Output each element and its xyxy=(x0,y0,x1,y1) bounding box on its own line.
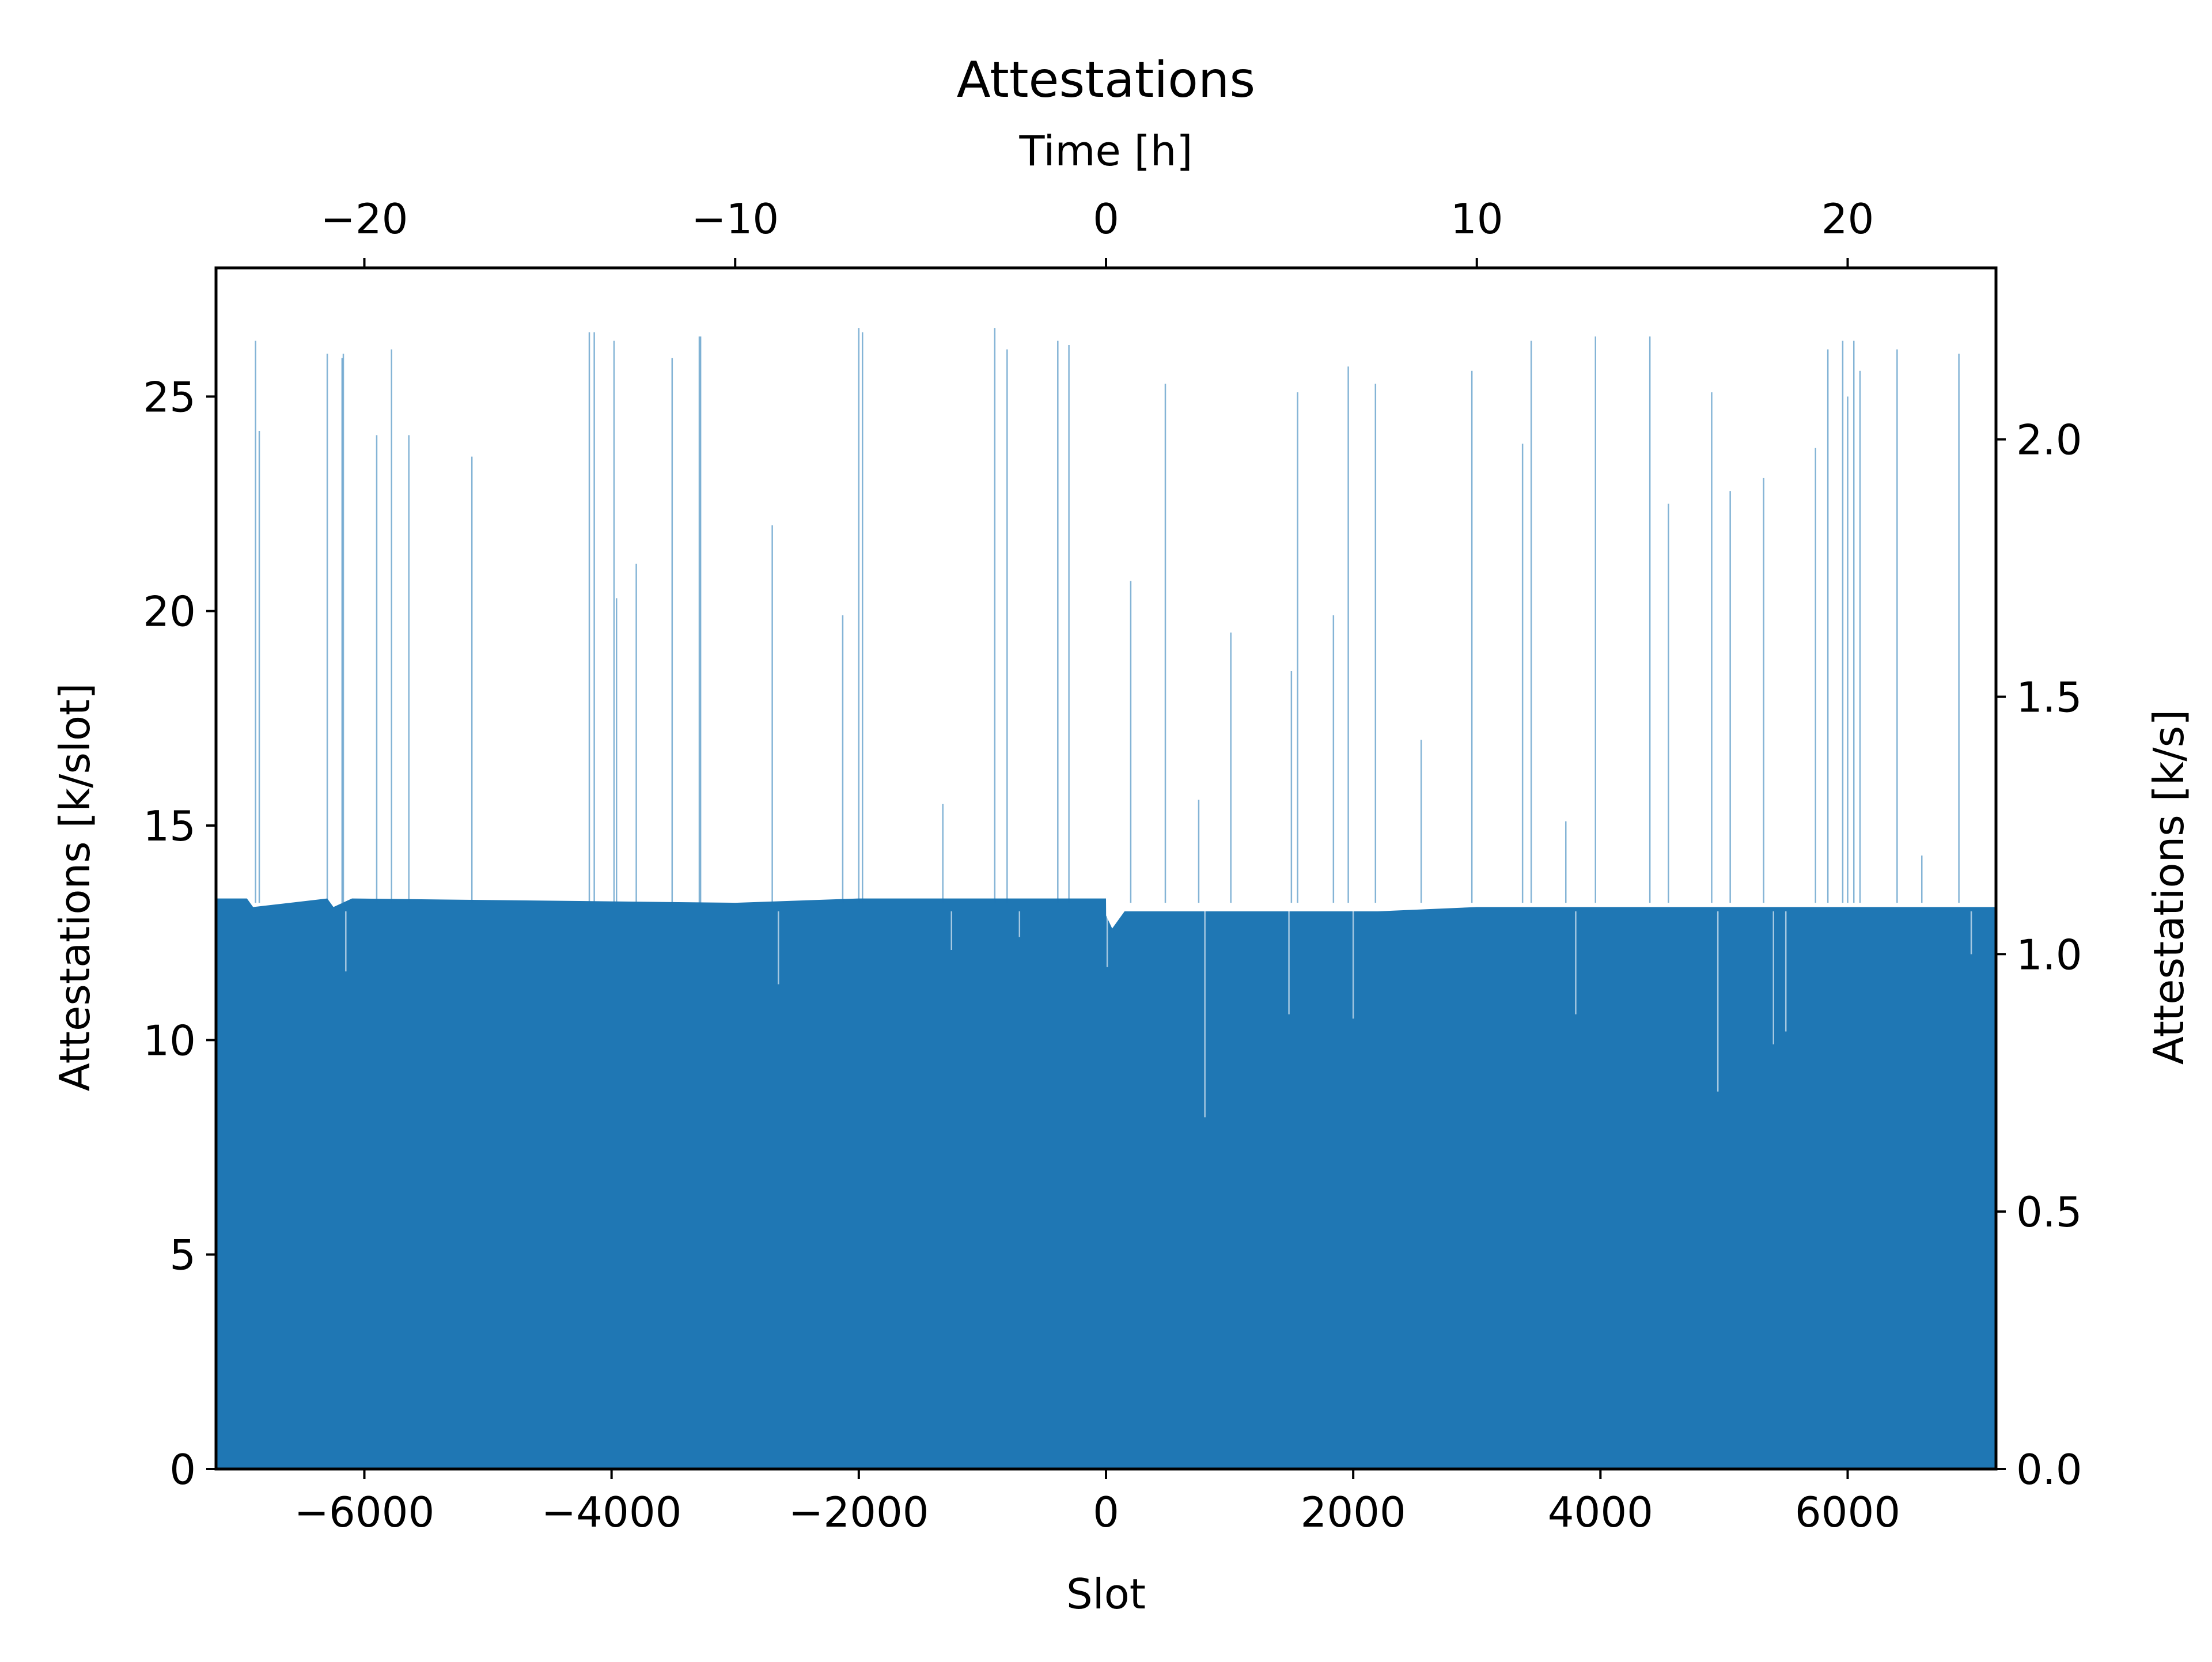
top-x-tick-label: 20 xyxy=(1821,195,1874,243)
x-tick-label: −4000 xyxy=(541,1488,682,1536)
top-x-tick-label: −10 xyxy=(691,195,779,243)
top-x-tick-label: 10 xyxy=(1450,195,1503,243)
x-tick-label: −2000 xyxy=(789,1488,929,1536)
x-tick-label: 0 xyxy=(1093,1488,1119,1536)
y-tick-label: 20 xyxy=(143,588,196,636)
y-tick-label: 5 xyxy=(169,1231,196,1279)
right-y-tick-label: 0.5 xyxy=(2016,1188,2082,1236)
y-tick-label: 15 xyxy=(143,802,196,850)
y-tick-label: 0 xyxy=(169,1445,196,1494)
axes-layer: −6000 −4000 −2000 0 2000 4000 6000 −20 −10 0 10 20 0… xyxy=(143,195,2082,1536)
y-tick-label: 25 xyxy=(143,373,196,421)
bars-layer xyxy=(216,328,1996,1469)
top-x-axis-label: Time [h] xyxy=(1019,127,1193,175)
top-x-tick-label: 0 xyxy=(1093,195,1119,243)
secondary-y-axis-label: Attestations [k/s] xyxy=(2145,710,2193,1065)
right-y-tick-label: 1.5 xyxy=(2016,673,2082,721)
y-axis-label: Attestations [k/slot] xyxy=(51,683,99,1092)
chart-title: Attestations xyxy=(957,51,1255,109)
right-y-tick-label: 0.0 xyxy=(2016,1445,2082,1494)
bars-area xyxy=(216,898,1996,1469)
x-tick-label: 6000 xyxy=(1795,1488,1900,1536)
x-axis-label: Slot xyxy=(1066,1570,1146,1618)
y-tick-label: 10 xyxy=(143,1016,196,1065)
x-tick-label: 2000 xyxy=(1301,1488,1406,1536)
x-tick-label: −6000 xyxy=(294,1488,435,1536)
right-y-tick-label: 1.0 xyxy=(2016,930,2082,979)
top-x-tick-label: −20 xyxy=(321,195,408,243)
right-y-tick-label: 2.0 xyxy=(2016,416,2082,464)
x-tick-label: 4000 xyxy=(1548,1488,1653,1536)
